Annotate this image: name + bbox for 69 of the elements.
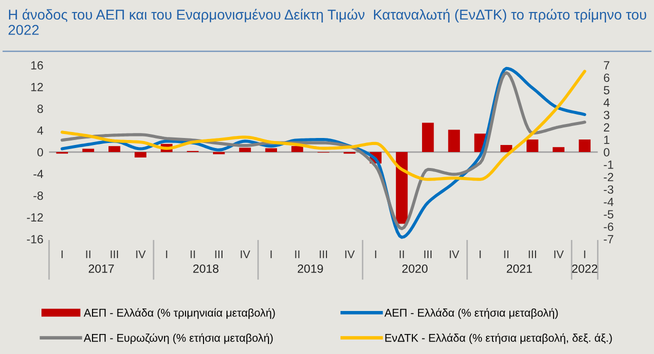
bar <box>291 146 304 152</box>
y2-tick-label: 7 <box>604 61 610 70</box>
bar <box>500 144 512 152</box>
x-tick-label: I <box>62 250 63 258</box>
x-tick-label: II <box>295 250 300 258</box>
bar <box>239 148 251 152</box>
legend-label: ΑΕΠ - Ελλάδα (% τριμηνιαία μεταβολή) <box>84 308 275 319</box>
y2-tick-label: 2 <box>604 123 610 132</box>
x-tick-label: III <box>215 250 222 258</box>
text: 2019 <box>298 264 323 273</box>
x-tick-label: II <box>400 250 404 258</box>
chart-title: Η άνοδος του ΑΕΠ και του Εναρμονισμένου Δείκτη Τιμών Καταναλωτή (ΕνΔΤΚ) το πρώτο τρίμηνο του 2022 <box>8 8 646 35</box>
y2-tick-label: -1 <box>604 160 614 169</box>
bar <box>82 148 94 152</box>
bar <box>578 140 591 152</box>
x-tick-label: II <box>504 250 508 258</box>
bar <box>265 148 278 152</box>
x-tick-label: IV <box>450 250 460 258</box>
legend-label: ΑΕΠ - Ελλάδα (% ετήσια μεταβολή) <box>384 308 558 319</box>
text: 2020 <box>402 264 428 273</box>
y2-tick-label: -2 <box>604 172 614 182</box>
y-tick-label: -16 <box>26 234 43 244</box>
y2-tick-label: -5 <box>604 210 614 219</box>
text: 2021 <box>506 264 532 273</box>
y2-tick-label: 6 <box>604 74 610 82</box>
x-tick-label: IV <box>136 250 146 258</box>
y2-tick-label: 4 <box>604 98 610 107</box>
text: 2017 <box>88 264 114 273</box>
y2-tick-label: 0 <box>604 148 610 156</box>
y-tick-label: -12 <box>26 213 43 222</box>
y2-tick-label: -6 <box>604 222 614 231</box>
y2-tick-label: -4 <box>604 198 614 206</box>
bar <box>396 152 408 224</box>
x-tick-label: III <box>320 250 328 258</box>
y-tick-label: 8 <box>37 104 43 113</box>
bar <box>448 130 460 152</box>
bar <box>526 140 538 152</box>
text: 2018 <box>193 264 218 273</box>
x-tick-label: I <box>480 250 481 258</box>
y-tick-label: 0 <box>37 148 44 156</box>
x-tick-label: III <box>424 250 432 258</box>
legend-label: ΕνΔΤΚ - Ελλάδα (% ετήσια μεταβολή, δεξ. άξ.) <box>385 333 612 344</box>
x-tick-label: III <box>110 250 118 258</box>
y-tick-label: 16 <box>31 61 43 70</box>
y2-tick-label: 1 <box>604 136 610 144</box>
bar <box>552 147 564 152</box>
x-tick-label: IV <box>554 250 564 258</box>
bar <box>108 146 120 152</box>
x-tick-label: IV <box>240 250 250 258</box>
x-tick-label: I <box>584 250 586 258</box>
x-tick-label: III <box>528 250 536 258</box>
y-tick-label: 12 <box>31 82 43 92</box>
x-tick-label: II <box>86 250 90 258</box>
x-tick-label: I <box>375 250 376 258</box>
x-tick-label: I <box>270 250 272 258</box>
y-tick-label: 4 <box>37 126 44 135</box>
legend-label: ΑΕΠ - Ευρωζώνη (% ετήσια μεταβολή) <box>84 333 273 344</box>
bar <box>422 122 434 152</box>
x-tick-label: I <box>166 250 168 258</box>
x-tick-label: II <box>190 250 195 258</box>
bar <box>134 152 146 158</box>
y2-tick-label: -3 <box>604 185 614 194</box>
y2-tick-label: -7 <box>604 235 614 244</box>
y2-tick-label: 5 <box>604 86 610 94</box>
y-tick-label: -8 <box>34 192 43 200</box>
y-tick-label: -4 <box>34 170 44 178</box>
text: 2022 <box>572 264 598 273</box>
x-tick-label: IV <box>345 250 355 258</box>
y2-tick-label: 3 <box>604 110 610 120</box>
